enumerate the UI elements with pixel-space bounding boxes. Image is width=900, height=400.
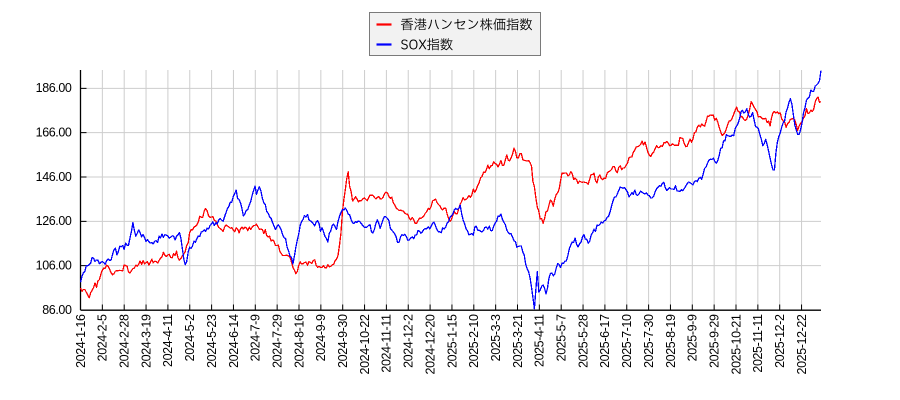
svg-text:2025-10-21: 2025-10-21 (729, 314, 743, 374)
svg-text:2024-9-9: 2024-9-9 (314, 314, 328, 361)
svg-text:2024-6-14: 2024-6-14 (227, 314, 241, 368)
svg-text:186.00: 186.00 (36, 81, 72, 95)
svg-text:2024-7-29: 2024-7-29 (270, 314, 284, 368)
svg-text:2025-4-11: 2025-4-11 (533, 314, 547, 367)
svg-text:2024-5-2: 2024-5-2 (183, 314, 197, 361)
svg-text:2024-9-30: 2024-9-30 (336, 314, 350, 368)
svg-text:2024-3-19: 2024-3-19 (139, 314, 153, 368)
svg-text:106.00: 106.00 (36, 259, 72, 273)
svg-text:2024-7-9: 2024-7-9 (249, 314, 263, 361)
svg-text:2024-10-22: 2024-10-22 (358, 314, 372, 374)
svg-text:2025-5-28: 2025-5-28 (576, 314, 590, 368)
svg-text:2025-8-19: 2025-8-19 (664, 314, 678, 368)
svg-text:166.00: 166.00 (36, 126, 72, 140)
svg-text:2025-9-9: 2025-9-9 (686, 314, 700, 361)
svg-text:2025-9-29: 2025-9-29 (707, 314, 721, 368)
svg-text:2024-2-28: 2024-2-28 (118, 314, 132, 368)
svg-text:2025-11-11: 2025-11-11 (751, 314, 765, 373)
svg-text:2025-12-22: 2025-12-22 (795, 314, 809, 374)
svg-text:2024-8-16: 2024-8-16 (292, 314, 306, 368)
svg-text:2025-7-30: 2025-7-30 (642, 314, 656, 368)
svg-text:146.00: 146.00 (36, 170, 72, 184)
svg-text:2025-7-10: 2025-7-10 (620, 314, 634, 368)
svg-text:2024-5-23: 2024-5-23 (205, 314, 219, 368)
svg-text:2024-4-11: 2024-4-11 (161, 314, 175, 367)
svg-text:2025-12-2: 2025-12-2 (773, 314, 787, 368)
svg-text:2025-1-15: 2025-1-15 (445, 314, 459, 368)
svg-text:2025-6-17: 2025-6-17 (598, 314, 612, 368)
svg-text:2025-3-3: 2025-3-3 (489, 314, 503, 361)
svg-text:2025-5-7: 2025-5-7 (555, 314, 569, 361)
svg-text:2024-12-2: 2024-12-2 (402, 314, 416, 368)
svg-text:2025-3-21: 2025-3-21 (511, 314, 525, 368)
svg-text:86.00: 86.00 (42, 303, 72, 317)
svg-text:2024-11-11: 2024-11-11 (380, 314, 394, 373)
svg-text:126.00: 126.00 (36, 214, 72, 228)
svg-text:2024-2-5: 2024-2-5 (96, 314, 110, 361)
svg-text:2025-2-10: 2025-2-10 (467, 314, 481, 368)
svg-text:2024-1-16: 2024-1-16 (74, 314, 88, 368)
svg-text:2024-12-20: 2024-12-20 (423, 314, 437, 374)
